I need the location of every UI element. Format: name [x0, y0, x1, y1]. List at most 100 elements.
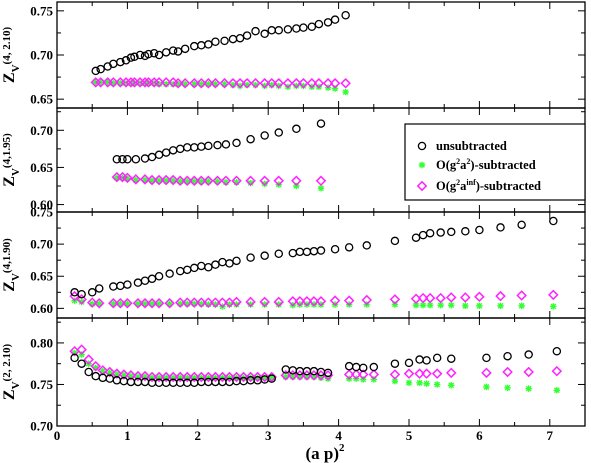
data-point-unsubtracted — [475, 225, 484, 235]
data-point-unsubtracted — [482, 353, 491, 363]
data-point-ainf — [421, 368, 432, 379]
data-point-unsubtracted — [225, 259, 234, 268]
data-point-unsubtracted — [260, 251, 269, 260]
data-point-ainf — [160, 371, 172, 383]
data-point-unsubtracted — [77, 359, 86, 368]
data-point-unsubtracted — [503, 351, 512, 361]
data-point-unsubtracted — [182, 143, 192, 152]
data-point-unsubtracted — [283, 25, 293, 34]
data-point-a2 — [247, 179, 254, 187]
data-point-a2 — [124, 300, 131, 308]
data-point-a2 — [117, 300, 124, 308]
data-point-ainf — [403, 368, 415, 379]
data-point-ainf — [424, 292, 436, 304]
data-point-ainf — [122, 297, 133, 309]
data-point-a2 — [275, 301, 282, 308]
data-point-unsubtracted — [218, 257, 227, 267]
data-point-unsubtracted — [197, 142, 206, 151]
x-axis: 0 1 2 3 4 5 6 7 — [54, 428, 554, 443]
data-point-ainf — [108, 297, 119, 309]
data-point-a2 — [275, 82, 282, 90]
data-point-a2 — [261, 374, 268, 382]
data-point-a2 — [423, 380, 430, 387]
data-point-unsubtracted — [358, 363, 368, 373]
data-point-a2 — [162, 374, 170, 382]
data-point-unsubtracted — [112, 155, 122, 164]
data-point-a2 — [243, 81, 251, 89]
data-point-ainf — [210, 78, 221, 89]
data-point-a2 — [553, 387, 561, 394]
data-point-unsubtracted — [288, 248, 298, 258]
data-point-ainf — [181, 371, 193, 383]
data-point-a2 — [141, 300, 149, 308]
y-tick-label: 0.60 — [30, 301, 53, 316]
data-point-a2 — [268, 81, 275, 89]
data-point-unsubtracted — [197, 261, 206, 271]
data-point-ainf — [287, 296, 299, 307]
data-point-unsubtracted — [135, 50, 145, 60]
data-point-ainf — [196, 175, 207, 187]
data-point-unsubtracted — [267, 374, 276, 383]
data-point-ainf — [181, 297, 193, 308]
y-axis-title-main: Z — [1, 281, 18, 292]
data-point-a2 — [155, 177, 163, 184]
data-point-ainf — [167, 371, 179, 383]
data-point-ainf — [389, 369, 401, 380]
data-point-ainf — [217, 297, 228, 308]
data-point-a2 — [221, 80, 228, 88]
data-point-unsubtracted — [404, 358, 414, 368]
data-point-unsubtracted — [549, 216, 558, 226]
data-point-unsubtracted — [425, 228, 435, 238]
data-point-a2 — [416, 379, 423, 386]
data-point-a2 — [476, 302, 483, 309]
data-point-a2 — [124, 175, 131, 182]
data-point-unsubtracted — [190, 41, 199, 51]
data-point-unsubtracted — [415, 355, 424, 364]
data-point-ainf — [495, 290, 506, 302]
data-point-unsubtracted — [461, 227, 470, 236]
data-point-unsubtracted — [221, 140, 231, 149]
data-point-a2 — [191, 374, 198, 382]
data-point-ainf — [189, 297, 200, 308]
data-point-ainf — [259, 296, 270, 308]
data-point-ainf — [287, 370, 299, 381]
data-point-unsubtracted — [175, 266, 185, 276]
data-point-ainf — [146, 297, 158, 309]
data-point-unsubtracted — [197, 41, 206, 50]
data-point-unsubtracted — [299, 23, 308, 32]
data-point-unsubtracted — [140, 154, 150, 163]
data-point-unsubtracted — [147, 274, 157, 284]
legend-ainf-sup2: inf — [466, 178, 476, 187]
data-point-ainf — [219, 78, 230, 89]
x-tick-label: 3 — [265, 428, 272, 443]
data-point-a2 — [391, 377, 399, 385]
data-point-ainf — [174, 175, 186, 187]
series-unsubtracted — [112, 119, 326, 164]
y-tick-label: 0.70 — [30, 419, 53, 434]
data-point-ainf — [245, 296, 256, 308]
data-point-a2 — [462, 302, 469, 309]
y-tick-label: 0.75 — [30, 3, 53, 18]
data-point-a2 — [448, 382, 455, 389]
data-point-a2 — [117, 80, 124, 87]
data-point-unsubtracted — [344, 361, 354, 371]
data-point-a2 — [155, 300, 163, 308]
data-point-unsubtracted — [302, 247, 312, 257]
data-point-ainf — [167, 174, 179, 186]
data-point-unsubtracted — [316, 246, 326, 255]
data-point-unsubtracted — [161, 48, 171, 57]
data-point-ainf — [227, 78, 239, 89]
data-point-unsubtracted — [204, 40, 213, 49]
y-axis-title: ZV(4, 2.10) — [1, 27, 22, 84]
data-point-ainf — [435, 292, 446, 304]
data-point-unsubtracted — [517, 220, 526, 230]
data-point-a2 — [132, 176, 140, 184]
data-point-ainf — [294, 296, 306, 307]
y-axis-title-args: (4, 2.10) — [1, 27, 13, 65]
x-axis-title-sup: 2 — [339, 442, 345, 454]
data-point-a2 — [141, 176, 149, 184]
data-point-unsubtracted — [149, 48, 159, 58]
data-point-ainf — [196, 297, 207, 308]
data-point-ainf — [146, 174, 158, 186]
data-point-a2 — [198, 178, 205, 185]
